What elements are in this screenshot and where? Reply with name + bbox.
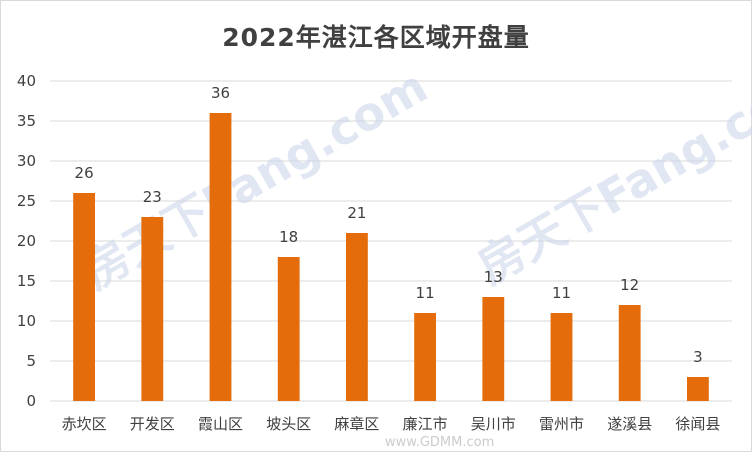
y-tick-label: 30 <box>17 152 36 170</box>
x-category-label: 开发区 <box>130 415 175 433</box>
watermark-text: 房天下Fang.com <box>74 59 437 300</box>
data-label: 13 <box>484 268 503 286</box>
data-label: 18 <box>279 228 298 246</box>
gridlines <box>50 80 732 402</box>
bar <box>73 193 96 401</box>
y-tick-label: 25 <box>17 192 36 210</box>
watermark-text: 房天下Fang.com <box>469 54 752 295</box>
y-axis-ticks: 0 5 10 15 20 25 30 35 40 <box>17 72 36 410</box>
x-category-label: 坡头区 <box>266 415 311 433</box>
bar-series <box>73 113 709 401</box>
bar <box>414 313 437 401</box>
bar <box>277 257 300 401</box>
bar <box>209 113 232 401</box>
y-tick-label: 10 <box>17 312 36 330</box>
x-category-label: 遂溪县 <box>607 415 652 433</box>
x-category-label: 霞山区 <box>198 415 243 433</box>
data-label: 26 <box>75 164 94 182</box>
y-tick-label: 5 <box>26 352 36 370</box>
data-label: 11 <box>552 284 571 302</box>
bar <box>686 377 709 401</box>
y-tick-label: 20 <box>17 232 36 250</box>
x-category-label: 麻章区 <box>334 415 379 433</box>
chart-title: 2022年湛江各区域开盘量 <box>222 23 530 52</box>
data-label: 23 <box>143 188 162 206</box>
data-label: 12 <box>620 276 639 294</box>
data-label: 21 <box>347 204 366 222</box>
watermark-layer: 房天下Fang.com 房天下Fang.com <box>74 54 752 300</box>
x-category-label: 徐闻县 <box>675 415 720 433</box>
bar <box>482 297 505 401</box>
data-label: 36 <box>211 84 230 102</box>
x-category-label: 雷州市 <box>539 415 584 433</box>
x-category-label: 赤坎区 <box>62 415 107 433</box>
y-tick-label: 35 <box>17 112 36 130</box>
bar <box>550 313 573 401</box>
y-tick-label: 15 <box>17 272 36 290</box>
watermark-url: www.GDMM.com <box>385 435 494 450</box>
data-label: 3 <box>693 348 703 366</box>
bar <box>141 217 164 401</box>
y-tick-label: 40 <box>17 72 36 90</box>
data-label: 11 <box>416 284 435 302</box>
x-category-label: 吴川市 <box>471 415 516 433</box>
bar <box>618 305 641 401</box>
y-tick-label: 0 <box>26 392 36 410</box>
data-labels: 26 23 36 18 21 11 13 11 12 3 <box>75 84 703 366</box>
bar <box>345 233 368 401</box>
x-axis-categories: 赤坎区 开发区 霞山区 坡头区 麻章区 廉江市 吴川市 雷州市 遂溪县 徐闻县 <box>62 415 721 433</box>
x-category-label: 廉江市 <box>403 415 448 433</box>
